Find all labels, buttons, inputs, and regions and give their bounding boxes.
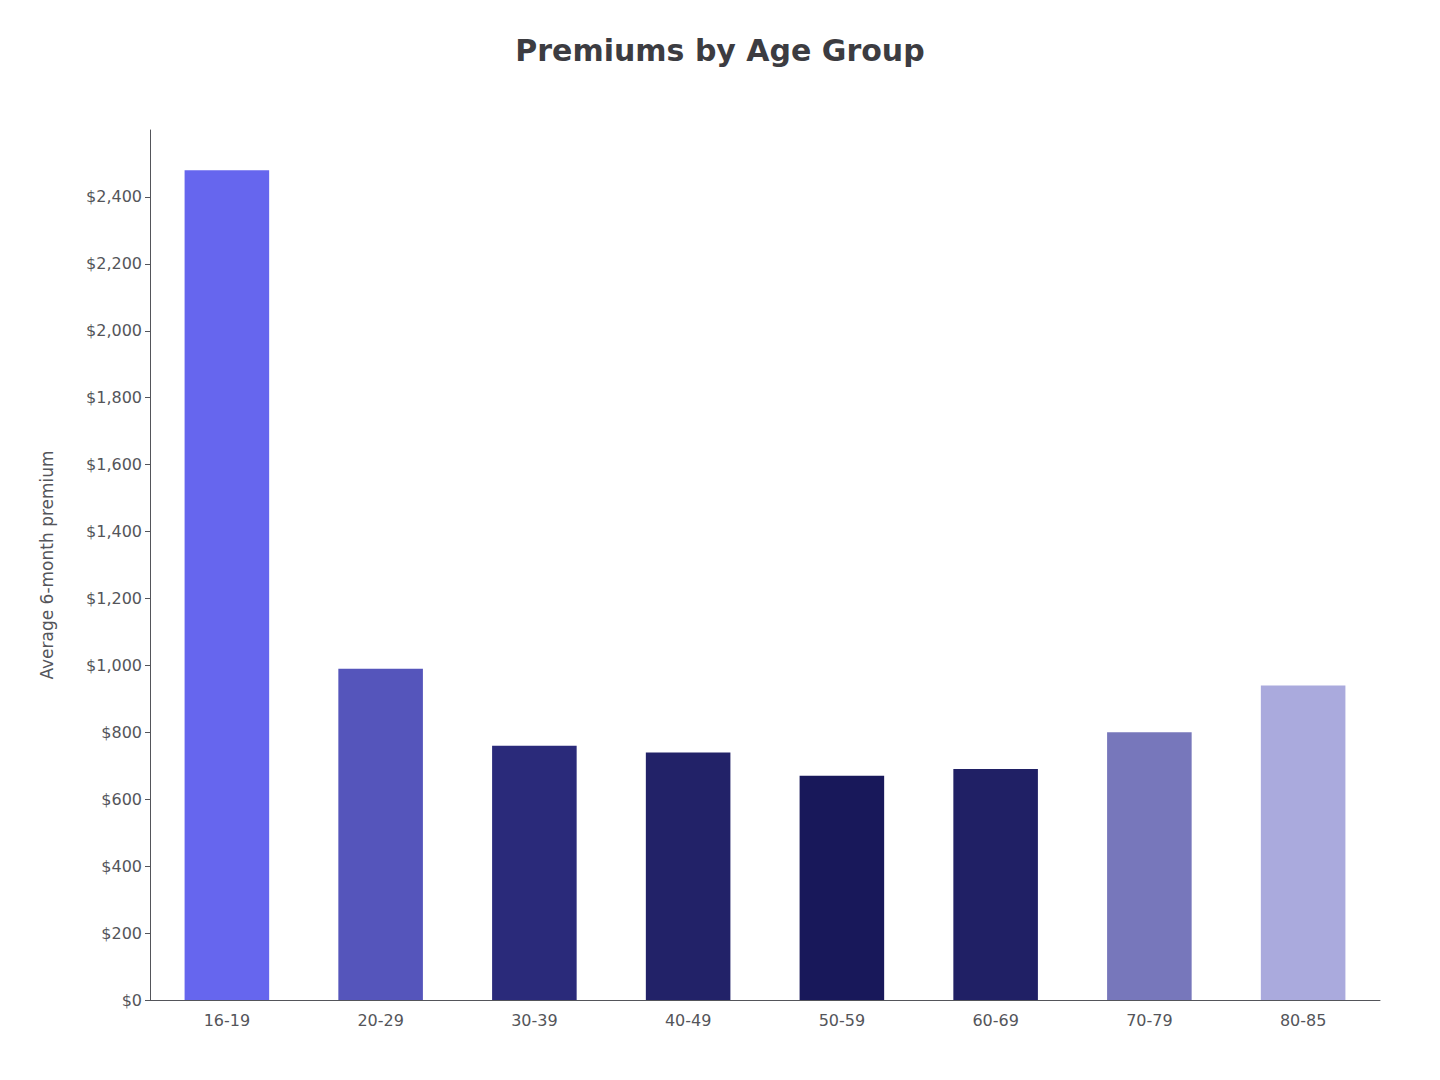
svg-text:$2,000: $2,000 <box>86 321 142 340</box>
svg-text:$1,200: $1,200 <box>86 589 142 608</box>
svg-text:$200: $200 <box>101 924 142 943</box>
svg-text:Average 6-month premium: Average 6-month premium <box>37 450 57 679</box>
svg-text:40-49: 40-49 <box>665 1011 712 1030</box>
svg-text:Premiums by Age Group: Premiums by Age Group <box>515 33 924 68</box>
svg-text:$1,000: $1,000 <box>86 656 142 675</box>
svg-text:20-29: 20-29 <box>357 1011 404 1030</box>
svg-text:$1,600: $1,600 <box>86 455 142 474</box>
svg-text:$1,400: $1,400 <box>86 522 142 541</box>
svg-text:$1,800: $1,800 <box>86 388 142 407</box>
svg-text:$0: $0 <box>122 991 142 1010</box>
svg-text:70-79: 70-79 <box>1126 1011 1173 1030</box>
svg-text:$2,200: $2,200 <box>86 254 142 273</box>
svg-text:16-19: 16-19 <box>204 1011 251 1030</box>
svg-text:30-39: 30-39 <box>511 1011 558 1030</box>
svg-text:60-69: 60-69 <box>972 1011 1019 1030</box>
svg-text:$2,400: $2,400 <box>86 187 142 206</box>
svg-text:$800: $800 <box>101 723 142 742</box>
svg-text:80-85: 80-85 <box>1280 1011 1327 1030</box>
svg-text:$600: $600 <box>101 790 142 809</box>
svg-text:$400: $400 <box>101 857 142 876</box>
svg-text:50-59: 50-59 <box>819 1011 866 1030</box>
